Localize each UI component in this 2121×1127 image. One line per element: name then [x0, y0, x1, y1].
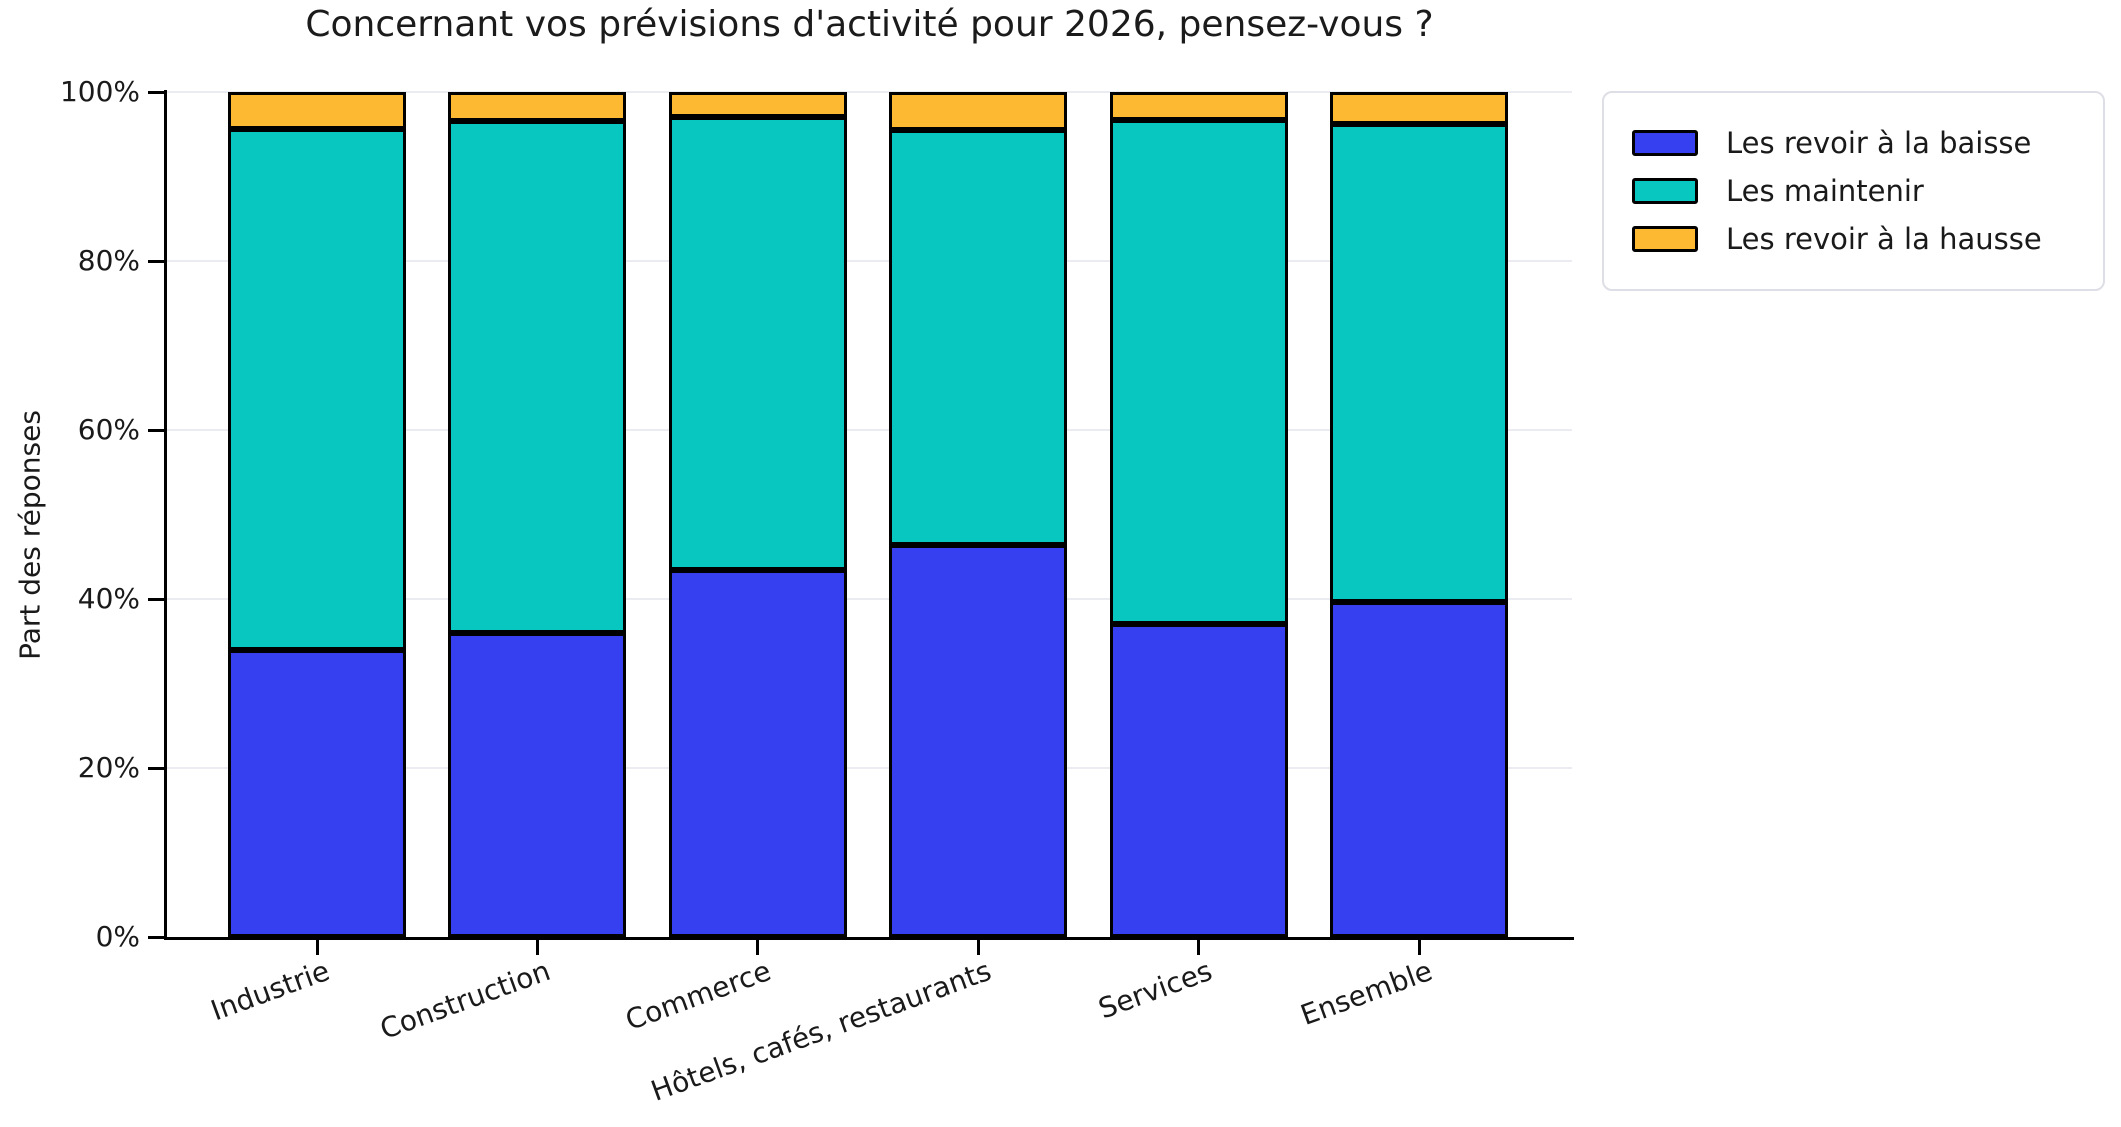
bar-6 — [1330, 92, 1508, 937]
plot-area — [167, 91, 1572, 937]
x-tick-mark-1 — [315, 940, 319, 955]
x-tick-label-6: Ensemble — [1295, 954, 1437, 1032]
legend-row-1: Les revoir à la baisse — [1632, 126, 2103, 160]
y-tick-mark-80% — [148, 260, 164, 263]
bar-segment-s1-c4 — [889, 544, 1068, 937]
x-tick-label-2: Construction — [375, 954, 555, 1046]
chart-title: Concernant vos prévisions d'activité pou… — [305, 4, 1434, 45]
bar-segment-s3-c1 — [228, 92, 406, 130]
bar-segment-s3-c4 — [889, 92, 1068, 131]
bar-segment-s3-c3 — [668, 92, 847, 118]
gridline-60 — [167, 429, 1572, 431]
legend-label: Les revoir à la baisse — [1726, 126, 2032, 160]
bar-segment-s1-c5 — [1109, 624, 1288, 937]
x-tick-mark-3 — [756, 940, 760, 955]
y-tick-label-20%: 20% — [77, 751, 140, 784]
bar-segment-s3-c2 — [448, 92, 627, 121]
gridline-100 — [167, 91, 1572, 93]
legend-swatch-icon — [1632, 130, 1698, 156]
y-tick-mark-60% — [148, 429, 164, 432]
legend-swatch-icon — [1632, 178, 1698, 204]
y-tick-mark-100% — [148, 91, 164, 94]
y-axis-title: Part des réponses — [13, 410, 47, 660]
y-axis-spine — [164, 90, 167, 940]
bar-segment-s3-c5 — [1109, 92, 1288, 120]
x-tick-mark-6 — [1417, 940, 1421, 955]
bar-segment-s1-c3 — [668, 570, 847, 937]
y-tick-label-100%: 100% — [59, 75, 140, 108]
legend-row-3: Les revoir à la hausse — [1632, 222, 2103, 256]
y-tick-mark-0% — [148, 936, 164, 939]
y-tick-label-60%: 60% — [77, 413, 140, 446]
x-tick-label-3: Commerce — [620, 954, 776, 1037]
y-tick-mark-20% — [148, 767, 164, 770]
x-tick-mark-5 — [1197, 940, 1201, 955]
bar-5 — [1109, 92, 1288, 937]
bar-segment-s2-c1 — [228, 129, 406, 650]
y-tick-label-0%: 0% — [95, 920, 140, 953]
bar-2 — [448, 92, 627, 937]
bar-segment-s1-c6 — [1330, 602, 1508, 937]
bar-segment-s1-c2 — [448, 632, 627, 937]
legend-row-2: Les maintenir — [1632, 174, 2103, 208]
bar-segment-s3-c6 — [1330, 92, 1508, 125]
bar-segment-s2-c4 — [889, 130, 1068, 545]
bar-segment-s1-c1 — [228, 649, 406, 937]
x-tick-mark-4 — [976, 940, 980, 955]
x-tick-label-1: Industrie — [206, 954, 335, 1028]
legend-label: Les maintenir — [1726, 174, 1924, 208]
y-tick-mark-40% — [148, 598, 164, 601]
bar-3 — [668, 92, 847, 937]
bar-segment-s2-c2 — [448, 120, 627, 633]
gridline-20 — [167, 767, 1572, 769]
gridline-80 — [167, 260, 1572, 262]
bar-4 — [889, 92, 1068, 937]
legend-swatch-icon — [1632, 226, 1698, 252]
bar-1 — [228, 92, 406, 937]
legend: Les revoir à la baisse Les maintenir Les r… — [1602, 91, 2105, 291]
legend-label: Les revoir à la hausse — [1726, 222, 2042, 256]
bar-segment-s2-c6 — [1330, 124, 1508, 603]
x-tick-mark-2 — [535, 940, 539, 955]
bar-segment-s2-c5 — [1109, 119, 1288, 625]
bar-segment-s2-c3 — [668, 117, 847, 571]
y-tick-label-80%: 80% — [77, 244, 140, 277]
x-tick-label-5: Services — [1093, 954, 1216, 1026]
y-tick-label-40%: 40% — [77, 582, 140, 615]
x-axis-spine — [164, 937, 1574, 940]
gridline-40 — [167, 598, 1572, 600]
